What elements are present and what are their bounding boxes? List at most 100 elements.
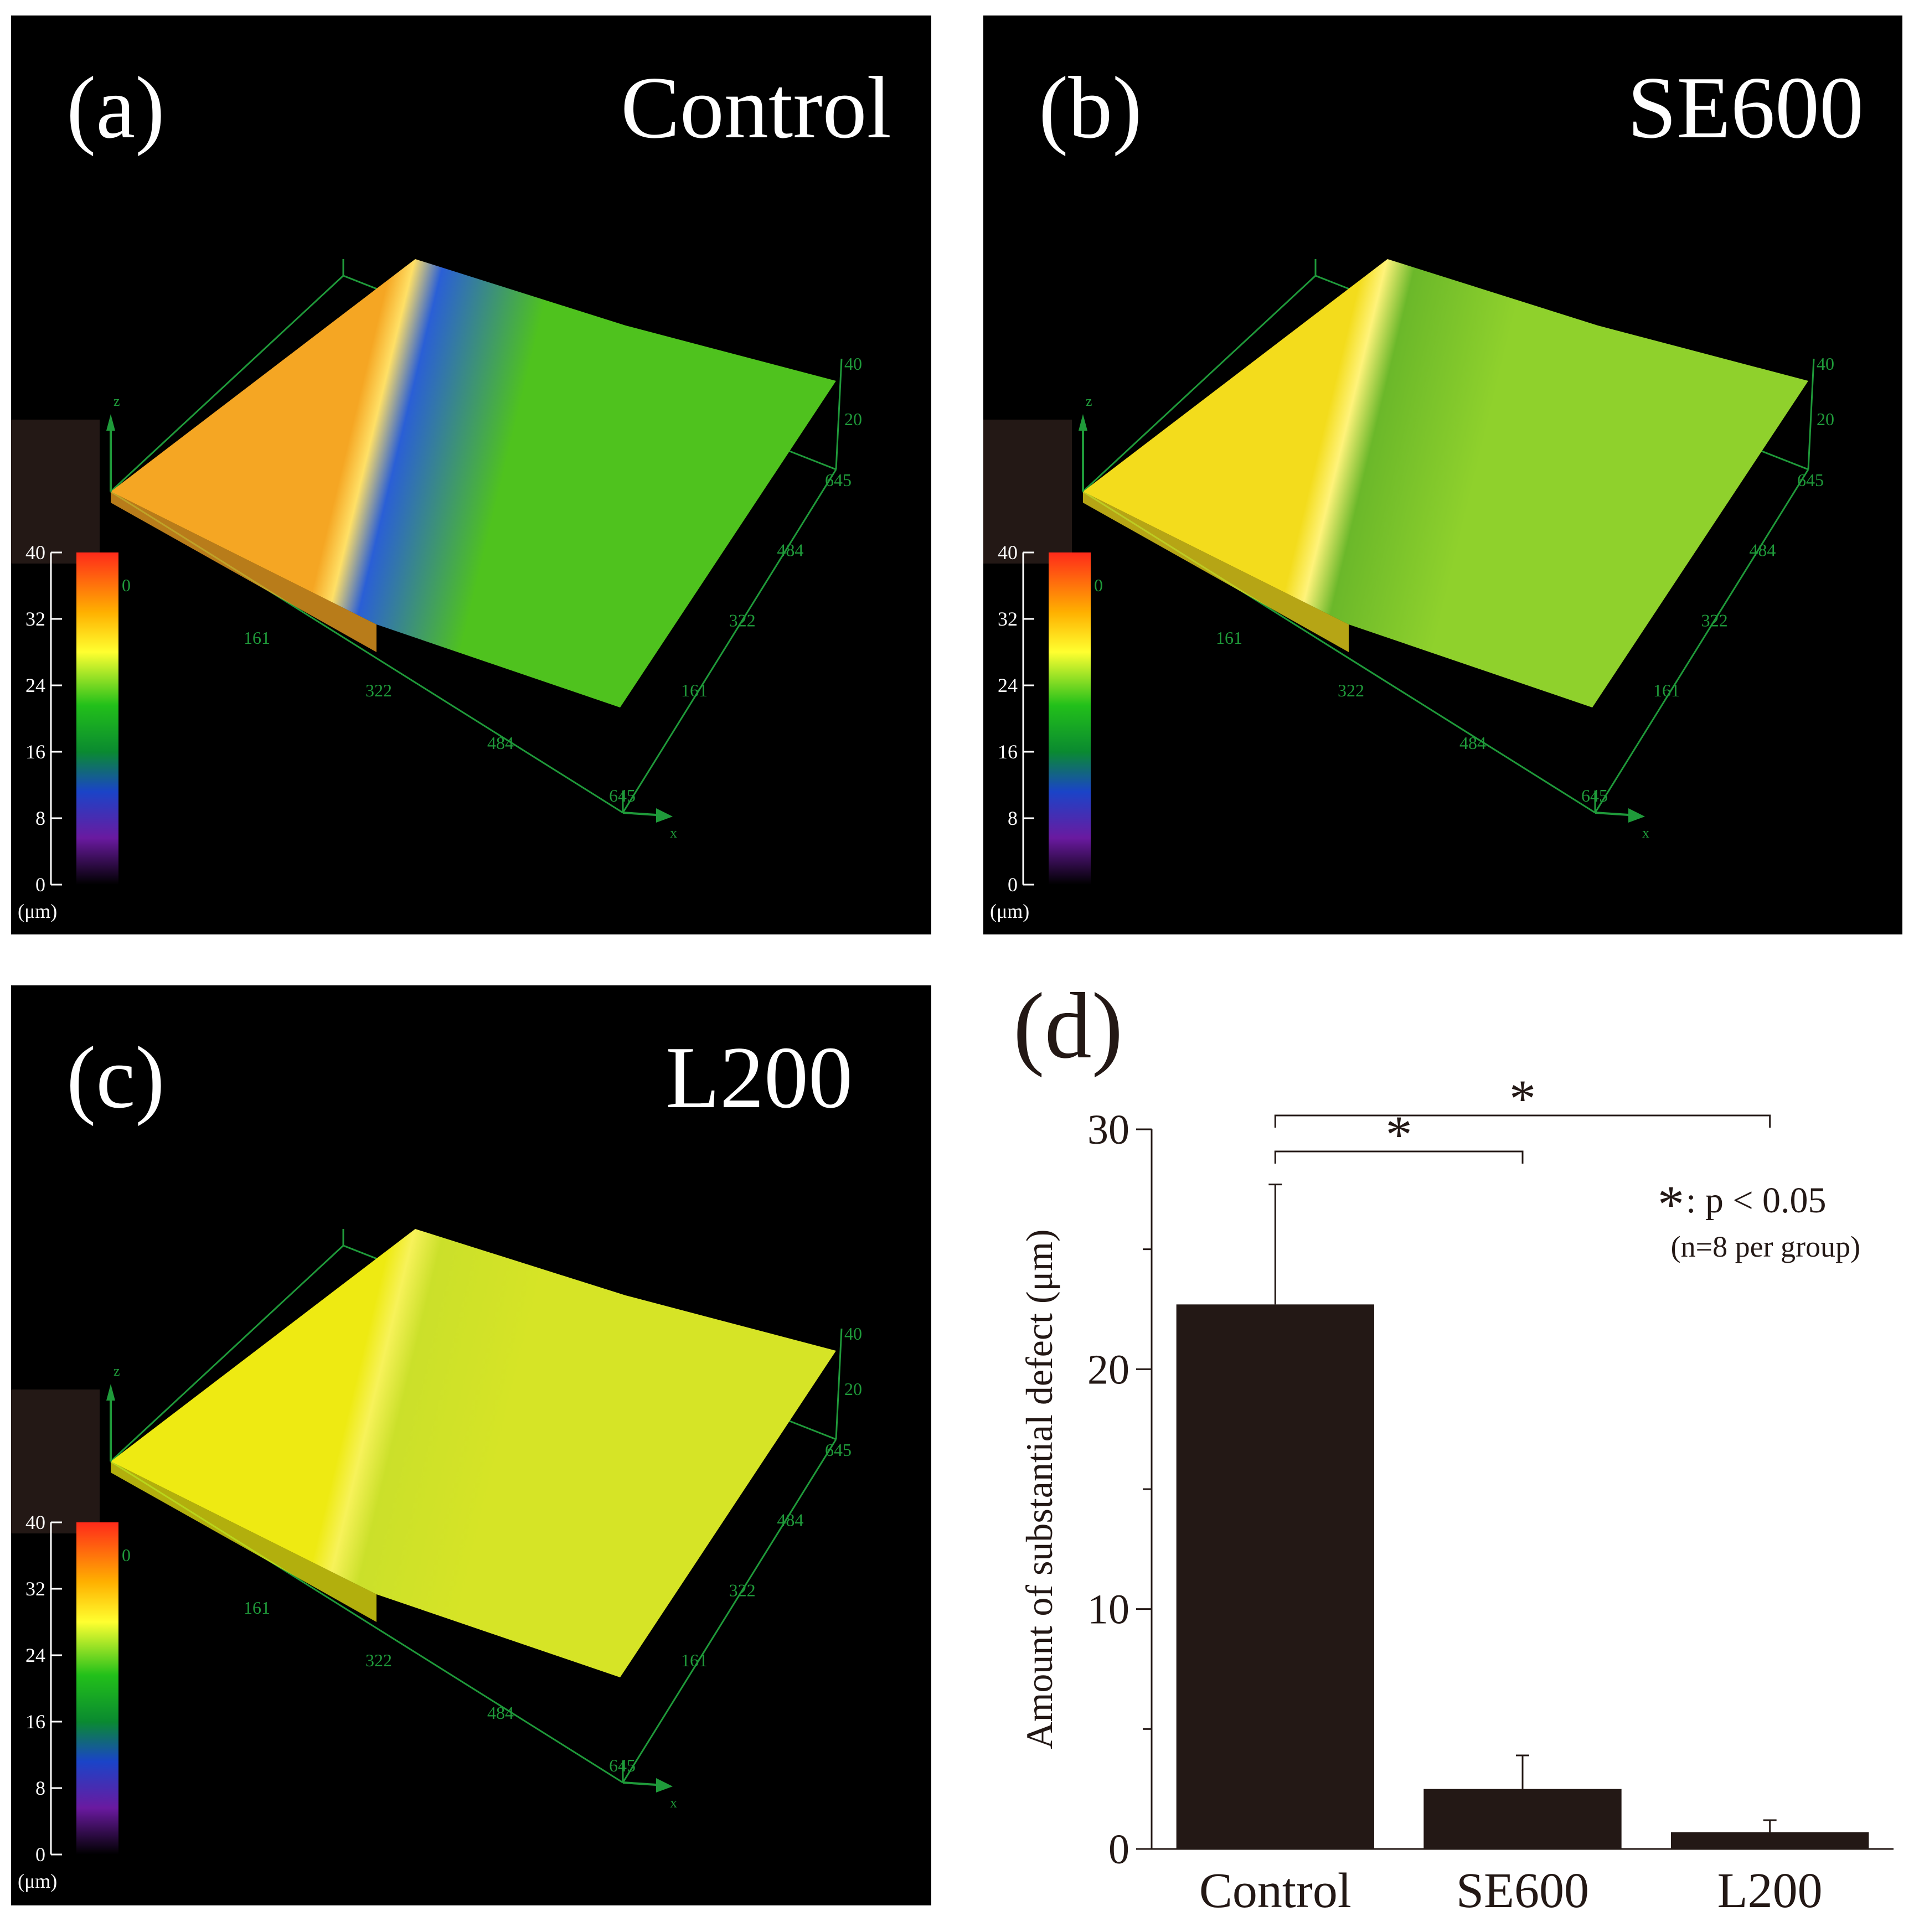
panel-label: SE600 [1627,58,1864,157]
colorbar-label-2: 24 [25,1644,45,1666]
colorbar [76,552,118,885]
axis-box-line-6 [835,1328,843,1440]
surface-top [111,1229,836,1677]
axis-box-line-6 [1807,358,1815,470]
surface-front-face [111,492,376,652]
x-axis-name: x [1642,825,1649,841]
colorbar-label-4: 8 [1008,807,1018,829]
colorbar-label-5: 0 [1008,874,1018,896]
x-tick-label-4: 645 [609,1755,636,1775]
colorbar-label-0: 40 [25,541,45,564]
x-tick-label-3: 484 [487,733,514,753]
x-tick-label-0: 0 [122,575,131,595]
colorbar-unit: (μm) [18,900,57,922]
bar-se600 [1423,1789,1622,1849]
panel-letter: (a) [66,58,165,157]
z-axis-arrow [106,414,115,431]
panel-d-bar-chart: (d) 0 10 20 30 Amount of substantial defect (… [974,963,1919,1932]
surface-plot-c: z x 0 161 322 484 645 161 322 484 645 20 40 40 32 24 16 8… [11,1028,862,1892]
colorbar-label-3: 16 [998,741,1018,763]
y-tick-label-0: 161 [681,1650,708,1670]
z-tick-label-0: 20 [844,1379,862,1399]
surface-top [1083,259,1808,707]
panel-c-l200-surface: z x 0 161 322 484 645 161 322 484 645 20 40 40 32 24 16 8… [11,985,931,1905]
x-tick-label-0: 0 [1094,575,1103,595]
z-axis-arrow [106,1384,115,1401]
colorbar [1049,552,1091,885]
colorbar-label-3: 16 [25,1711,45,1733]
z-tick-label-1: 40 [1817,354,1834,374]
surface-top [111,259,836,707]
colorbar-label-5: 0 [35,1843,45,1866]
surface-front-face [111,1461,376,1622]
panel-letter: (b) [1039,58,1142,157]
colorbar-label-1: 32 [25,608,45,630]
surface-front-face [1083,492,1349,652]
x-axis-arrow [656,808,673,823]
y-tick-label-2: 20 [1087,1346,1129,1393]
significance-mark-1: * [1509,1069,1536,1128]
y-tick-label-2: 484 [777,540,803,560]
label-background-patch [11,1389,100,1533]
colorbar-label-0: 40 [998,541,1018,564]
x-axis-arrow [656,1778,673,1792]
x-tick-label-3: 484 [1459,733,1486,753]
x-axis-arrow [1628,808,1645,823]
x-tick-label-0: 0 [122,1545,131,1565]
label-background-patch [11,420,100,564]
axis-box-line-1 [622,469,837,813]
colorbar-label-5: 0 [35,874,45,896]
y-tick-label-1: 322 [729,610,756,630]
colorbar-label-1: 32 [998,608,1018,630]
y-tick-label-3: 645 [825,1440,852,1460]
colorbar-label-1: 32 [25,1578,45,1600]
colorbar-label-0: 40 [25,1511,45,1533]
x-axis-name: x [670,1795,677,1811]
colorbar-unit: (μm) [18,1870,57,1892]
z-tick-label-1: 40 [844,354,862,374]
panel-label: L200 [666,1028,853,1127]
x-tick-label-4: 645 [609,786,636,805]
x-tick-label-1: 161 [244,1598,270,1618]
significance-bracket-1 [1274,1114,1771,1128]
z-axis-arrow [1079,414,1087,431]
y-tick-label-2: 484 [1749,540,1776,560]
legend-note-subtext: (n=8 per group) [1671,1230,1860,1263]
x-tick-label-2: 322 [1338,680,1364,700]
x-tick-label-2: 322 [365,680,392,700]
axis-box-line-6 [835,358,843,470]
panel-label: Control [621,58,891,157]
surface-plot-a: z x 0 161 322 484 645 161 322 484 645 20 40 40 32 24 16 8… [11,58,891,922]
x-axis-name: x [670,825,677,841]
y-tick-label-3: 30 [1087,1107,1129,1153]
y-tick-label-1: 10 [1087,1587,1129,1633]
x-tick-label-1: 161 [244,628,270,648]
legend-note-symbol: * [1658,1175,1684,1234]
z-tick-label-0: 20 [1817,409,1834,429]
significance-mark-0: * [1386,1105,1412,1164]
colorbar [76,1522,118,1854]
x-tick-label-2: 322 [365,1650,392,1670]
x-tick-label-1: 161 [1216,628,1242,648]
panel-b-se600-surface: z x 0 161 322 484 645 161 322 484 645 20 40 40 32 24 16 8… [983,16,1902,934]
colorbar-label-2: 24 [998,674,1018,696]
axis-box-line-3 [110,1244,344,1463]
z-tick-label-1: 40 [844,1324,862,1344]
y-tick-label-0: 0 [1108,1826,1129,1873]
panel-letter: (c) [66,1028,165,1127]
y-tick-label-2: 484 [777,1510,803,1530]
colorbar-label-4: 8 [35,807,45,829]
axis-box-line-1 [622,1439,837,1783]
y-tick-label-0: 161 [681,680,708,700]
x-tick-label-l200: L200 [1717,1863,1823,1918]
significance-bracket-0 [1274,1150,1524,1164]
colorbar-unit: (μm) [990,900,1029,922]
colorbar-label-2: 24 [25,674,45,696]
y-tick-label-1: 322 [1701,610,1728,630]
surface-plot-b: z x 0 161 322 484 645 161 322 484 645 20 40 40 32 24 16 8… [983,58,1864,922]
y-tick-label-1: 322 [729,1580,756,1600]
bar-control [1176,1304,1374,1849]
bar-l200 [1671,1832,1869,1849]
x-tick-label-control: Control [1199,1863,1351,1918]
axis-box-line-1 [1594,469,1809,813]
